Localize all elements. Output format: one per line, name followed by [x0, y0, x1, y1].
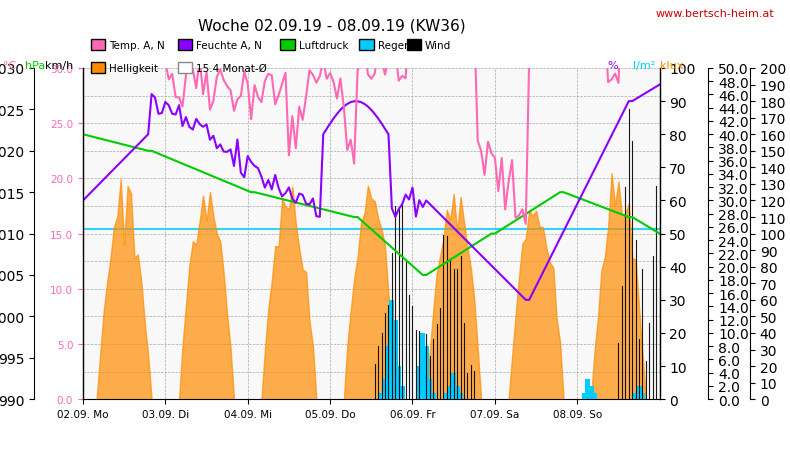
- Bar: [454, 386, 460, 399]
- Bar: [448, 386, 453, 399]
- Text: %: %: [607, 61, 618, 71]
- Text: Wind: Wind: [425, 41, 451, 51]
- Bar: [417, 366, 422, 399]
- Bar: [585, 380, 590, 399]
- Bar: [589, 386, 593, 399]
- Bar: [400, 386, 404, 399]
- Bar: [592, 393, 597, 399]
- Text: °C: °C: [3, 61, 16, 71]
- Text: www.bertsch-heim.at: www.bertsch-heim.at: [656, 9, 774, 19]
- Text: Temp. A, N: Temp. A, N: [109, 41, 165, 51]
- Bar: [379, 393, 384, 399]
- Text: klux: klux: [660, 61, 683, 71]
- Bar: [393, 320, 398, 399]
- Bar: [389, 300, 394, 399]
- Text: Luftdruck: Luftdruck: [299, 41, 348, 51]
- Bar: [444, 393, 450, 399]
- Bar: [458, 393, 463, 399]
- Text: Woche 02.09.19 - 08.09.19 (KW36): Woche 02.09.19 - 08.09.19 (KW36): [198, 18, 465, 34]
- Bar: [633, 393, 638, 399]
- Bar: [581, 393, 587, 399]
- Bar: [397, 366, 401, 399]
- Text: Helligkeit: Helligkeit: [109, 64, 158, 74]
- Bar: [451, 373, 457, 399]
- Bar: [382, 380, 388, 399]
- Bar: [427, 380, 432, 399]
- Text: hPa: hPa: [25, 61, 46, 71]
- Text: km/h: km/h: [45, 61, 73, 71]
- Bar: [423, 347, 429, 399]
- Bar: [386, 347, 391, 399]
- Bar: [420, 333, 425, 399]
- Text: Regen: Regen: [378, 41, 410, 51]
- Bar: [431, 393, 435, 399]
- Text: l/m²: l/m²: [633, 61, 655, 71]
- Bar: [637, 386, 641, 399]
- Text: Feuchte A, N: Feuchte A, N: [196, 41, 261, 51]
- Text: 15.4 Monat-Ø: 15.4 Monat-Ø: [196, 64, 267, 74]
- Bar: [640, 393, 645, 399]
